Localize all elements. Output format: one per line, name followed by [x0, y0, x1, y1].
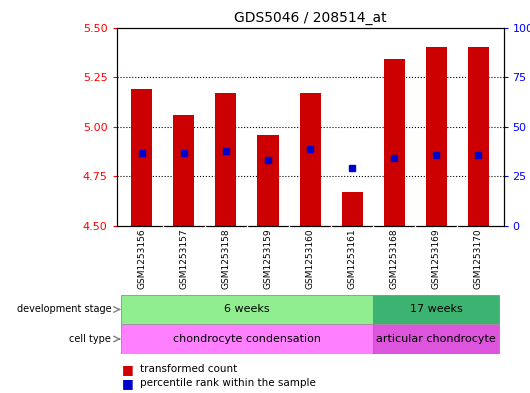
- Text: ■: ■: [122, 363, 134, 376]
- Bar: [121, 295, 373, 324]
- Text: articular chondrocyte: articular chondrocyte: [376, 334, 496, 344]
- Bar: [468, 47, 489, 226]
- Text: GSM1253156: GSM1253156: [137, 228, 146, 289]
- Bar: [121, 324, 373, 354]
- Text: GSM1253157: GSM1253157: [179, 228, 188, 289]
- Text: 17 weeks: 17 weeks: [410, 305, 463, 314]
- Bar: [173, 115, 195, 226]
- Bar: [342, 192, 363, 226]
- Text: GSM1253159: GSM1253159: [263, 228, 272, 289]
- Text: GSM1253170: GSM1253170: [474, 228, 483, 289]
- Text: GSM1253168: GSM1253168: [390, 228, 399, 289]
- Text: GSM1253160: GSM1253160: [306, 228, 314, 289]
- Text: transformed count: transformed count: [140, 364, 237, 375]
- Text: GSM1253161: GSM1253161: [348, 228, 357, 289]
- Text: 6 weeks: 6 weeks: [224, 305, 270, 314]
- Text: development stage: development stage: [16, 305, 111, 314]
- Bar: [384, 59, 405, 226]
- Bar: [131, 89, 152, 226]
- Text: ■: ■: [122, 376, 134, 390]
- Text: GSM1253158: GSM1253158: [222, 228, 231, 289]
- Bar: [426, 47, 447, 226]
- Text: percentile rank within the sample: percentile rank within the sample: [140, 378, 316, 388]
- Text: GSM1253169: GSM1253169: [432, 228, 441, 289]
- Text: chondrocyte condensation: chondrocyte condensation: [173, 334, 321, 344]
- Bar: [215, 93, 236, 226]
- Bar: [258, 135, 278, 226]
- Text: cell type: cell type: [69, 334, 111, 344]
- Bar: [373, 324, 499, 354]
- Title: GDS5046 / 208514_at: GDS5046 / 208514_at: [234, 11, 386, 25]
- Bar: [299, 93, 321, 226]
- Bar: [373, 295, 499, 324]
